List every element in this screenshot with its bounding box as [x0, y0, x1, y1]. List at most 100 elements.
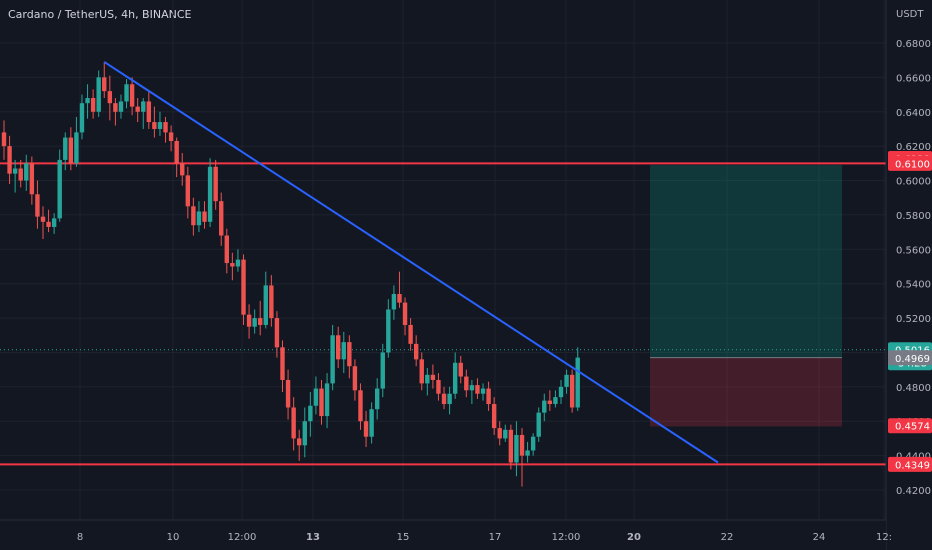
candle-body — [436, 379, 441, 394]
y-tick-label: 0.5800 — [896, 211, 931, 222]
x-tick-label: 10 — [167, 532, 180, 543]
candle-body — [564, 374, 569, 387]
candle-body — [213, 166, 218, 202]
candle-body — [413, 343, 419, 360]
candle-body — [530, 436, 536, 451]
candle-body — [29, 163, 35, 195]
candle-body — [24, 163, 29, 181]
candle-body — [152, 122, 157, 129]
candle-body — [202, 211, 207, 222]
candle-body — [447, 393, 452, 405]
candle-body — [90, 98, 96, 112]
candle-body — [191, 206, 196, 226]
candle-body — [196, 211, 202, 226]
candle-body — [118, 101, 124, 112]
candle-body — [146, 101, 152, 123]
candle-body — [224, 235, 229, 264]
y-tick-label: 0.5200 — [896, 314, 931, 325]
x-tick-label: 13 — [306, 532, 320, 543]
candle-body — [157, 122, 163, 129]
y-tick-label: 0.6400 — [896, 108, 931, 119]
candle-body — [352, 366, 358, 391]
candle-body — [7, 146, 12, 174]
candle-body — [207, 166, 213, 222]
candle-body — [102, 77, 107, 92]
y-tick-label: 0.5600 — [896, 245, 931, 256]
candle-body — [51, 218, 57, 227]
candle-body — [107, 91, 113, 104]
x-tick-label: 22 — [721, 532, 734, 543]
candle-body — [319, 388, 324, 417]
trendline — [103, 61, 719, 464]
candle-body — [74, 132, 79, 164]
candle-body — [347, 342, 352, 367]
candle-body — [308, 405, 313, 422]
y-tick-label: 0.6600 — [896, 73, 931, 84]
stop-zone — [650, 357, 842, 427]
candle-body — [168, 132, 174, 141]
candle-body — [441, 393, 447, 405]
candle-body — [1, 132, 7, 147]
candle-body — [514, 434, 519, 463]
candle-body — [486, 388, 491, 405]
y-tick-label: 0.6000 — [896, 177, 931, 188]
x-tick-label: 12: — [876, 532, 892, 543]
candle-body — [40, 216, 46, 222]
x-tick-label: 15 — [397, 532, 410, 543]
candle-body — [542, 400, 547, 413]
x-tick-label: 8 — [77, 532, 83, 543]
candle-body — [374, 388, 380, 410]
candle-body — [336, 335, 341, 360]
candle-body — [553, 397, 558, 405]
candle-body — [302, 421, 307, 446]
candle-body — [235, 259, 241, 267]
candle-body — [85, 98, 90, 104]
x-tick-label: 17 — [489, 532, 502, 543]
candle-body — [508, 429, 514, 463]
candle-body — [363, 421, 369, 437]
candle-body — [141, 101, 146, 112]
candle-body — [46, 221, 51, 227]
candle-body — [280, 347, 285, 380]
candle-body — [397, 294, 402, 303]
candle-body — [241, 259, 246, 315]
candle-body — [536, 412, 541, 437]
target-zone — [650, 165, 842, 358]
candle-body — [219, 201, 224, 236]
price-badge-label: 0.4349 — [895, 460, 930, 471]
price-badge-label: 0.4969 — [895, 354, 930, 365]
candle-body — [274, 318, 280, 348]
candle-body — [135, 106, 140, 112]
candle-body — [313, 388, 319, 406]
candle-body — [57, 159, 62, 219]
candle-body — [297, 438, 302, 446]
y-tick-label: 0.6200 — [896, 142, 931, 153]
candle-body — [330, 335, 335, 384]
candle-body — [519, 434, 525, 456]
y-tick-label: 0.6800 — [896, 39, 931, 50]
x-tick-label: 24 — [813, 532, 826, 543]
candle-body — [458, 362, 463, 377]
price-badge — [888, 456, 932, 472]
x-tick-label: 20 — [627, 532, 641, 543]
time-axis-bg — [0, 520, 886, 550]
candle-body — [79, 103, 85, 133]
candle-body — [124, 84, 129, 102]
candle-body — [291, 407, 296, 439]
candle-body — [380, 352, 385, 389]
y-tick-label: 0.4200 — [896, 486, 931, 497]
candle-body — [430, 374, 436, 380]
candle-body — [425, 374, 430, 384]
candle-body — [96, 77, 101, 112]
candle-body — [547, 400, 553, 405]
candle-body — [129, 84, 135, 107]
candle-body — [419, 359, 424, 384]
candle-body — [491, 404, 497, 429]
candle-body — [324, 383, 330, 417]
candle-body — [12, 168, 18, 174]
candle-body — [35, 194, 40, 217]
x-tick-label: 12:00 — [228, 532, 257, 543]
candle-body — [358, 390, 363, 422]
candle-body — [452, 362, 458, 394]
